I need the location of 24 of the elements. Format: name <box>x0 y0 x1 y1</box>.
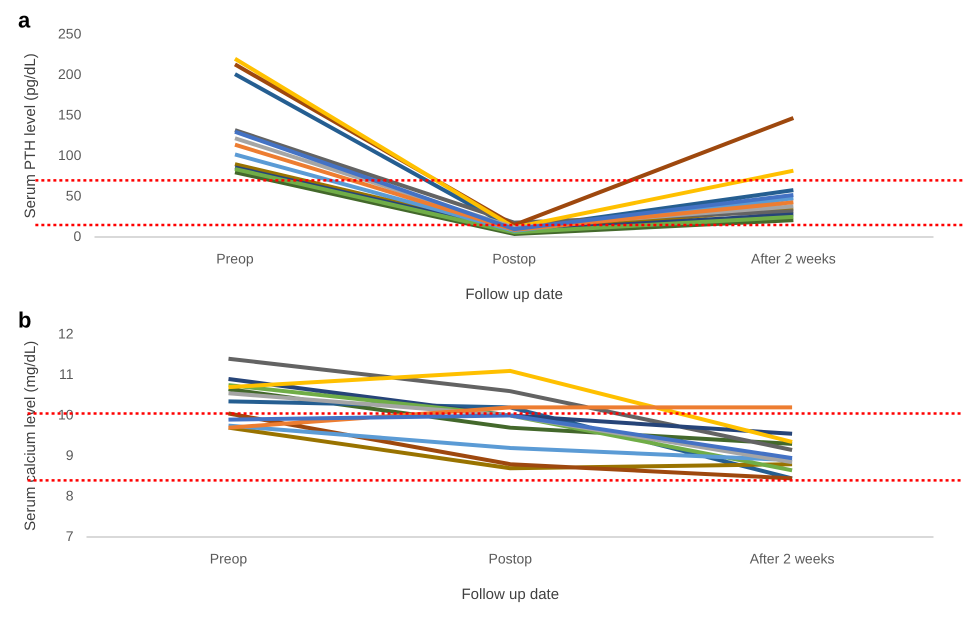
y-tick-label: 150 <box>58 106 82 122</box>
x-tick-label: Postop <box>488 550 532 566</box>
y-tick-label: 10 <box>58 406 74 422</box>
x-tick-label: After 2 weeks <box>750 550 835 566</box>
y-tick-label: 9 <box>66 446 74 463</box>
y-tick-label: 100 <box>58 146 82 163</box>
y-tick-label: 11 <box>59 366 74 382</box>
x-axis-title: Follow up date <box>465 286 563 304</box>
x-tick-label: Postop <box>492 250 536 266</box>
x-tick-label: Preop <box>210 550 248 566</box>
x-axis-title: Follow up date <box>462 586 560 604</box>
y-tick-label: 0 <box>74 228 82 244</box>
y-axis-title: Serum calcium level (mg/dL) <box>22 340 40 531</box>
chart-title: b <box>18 307 32 332</box>
y-tick-label: 50 <box>66 188 82 204</box>
x-tick-label: Preop <box>216 250 254 266</box>
y-axis-title: Serum PTH level (pg/dL) <box>22 53 40 218</box>
y-tick-label: 250 <box>58 25 82 42</box>
y-tick-label: 12 <box>58 325 74 342</box>
y-tick-label: 200 <box>58 66 82 82</box>
x-tick-label: After 2 weeks <box>750 250 836 266</box>
y-tick-label: 7 <box>66 528 74 544</box>
y-tick-label: 8 <box>66 488 74 504</box>
chart-title: a <box>18 7 31 32</box>
